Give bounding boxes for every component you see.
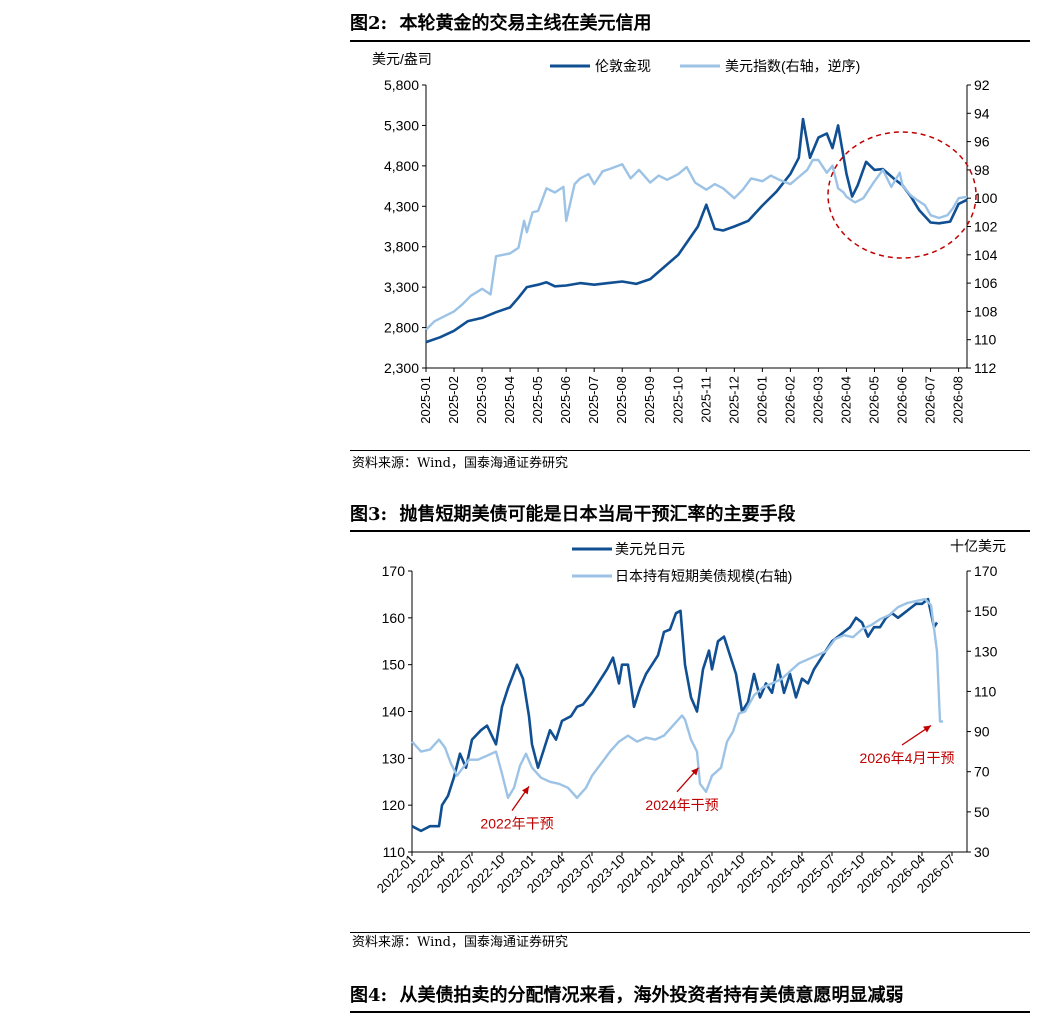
c2-right-tick-label: 50 [974, 804, 990, 820]
c1-x-tick-label: 2025-12 [726, 376, 741, 424]
c2-left-tick-label: 110 [383, 844, 406, 860]
c2-left-tick-label: 120 [382, 797, 406, 813]
c1-right-tick-label: 94 [974, 105, 990, 121]
figure-3-title: 图3: 抛售短期美债可能是日本当局干预汇率的主要手段 [350, 503, 1028, 527]
c1-left-tick-label: 4,800 [384, 158, 419, 174]
c1-left-tick-label: 5,300 [384, 117, 419, 133]
c2-right-tick-label: 70 [974, 764, 990, 780]
c2-left-tick-label: 150 [382, 657, 406, 673]
c2-annotation-arrow-head-0 [522, 786, 529, 795]
c1-x-tick-label: 2025-11 [698, 376, 713, 423]
c1-left-tick-label: 2,800 [384, 320, 419, 336]
c2-annotation-label-1: 2024年干预 [645, 797, 718, 813]
c1-right-tick-label: 98 [974, 162, 990, 178]
figure-4-title-text: 从美债拍卖的分配情况来看，海外投资者持有美债意愿明显减弱 [399, 985, 904, 1006]
c1-x-tick-label: 2025-10 [670, 376, 685, 424]
c1-series-light-line [425, 158, 968, 331]
figure-4-top-rule [350, 1011, 1030, 1013]
c1-x-tick-label: 2026-05 [866, 376, 881, 424]
c2-series-dark-line [411, 597, 939, 833]
c1-left-unit-label: 美元/盎司 [372, 51, 432, 67]
figure-2-label: 图2: [350, 13, 388, 34]
c2-series-light-line [411, 597, 943, 799]
figure-2-title: 图2: 本轮黄金的交易主线在美元信用 [350, 12, 1028, 36]
c1-left-tick-label: 5,800 [384, 77, 419, 93]
c2-left-tick-label: 170 [382, 563, 406, 579]
c2-left-tick-label: 130 [382, 750, 406, 766]
c1-right-tick-label: 92 [974, 77, 990, 93]
figure-4-title: 图4: 从美债拍卖的分配情况来看，海外投资者持有美债意愿明显减弱 [350, 984, 1028, 1008]
c2-annotation-label-0: 2022年干预 [480, 816, 553, 832]
c2-legend-label-0: 美元兑日元 [615, 541, 685, 557]
c1-right-tick-label: 112 [974, 360, 997, 376]
c2-right-tick-label: 150 [974, 603, 998, 619]
c2-right-tick-label: 90 [974, 724, 990, 740]
c1-x-tick-label: 2025-07 [586, 376, 601, 424]
figure-2-bottom-rule [350, 450, 1030, 451]
c1-x-tick-label: 2026-04 [838, 376, 853, 424]
c1-legend-label-0: 伦敦金现 [595, 58, 651, 74]
c1-x-tick-label: 2025-06 [558, 376, 573, 424]
c1-legend-label-1: 美元指数(右轴，逆序) [725, 58, 860, 74]
c2-left-tick-label: 160 [382, 610, 406, 626]
gold-vs-dollar-chart: 2,300 2,800 3,300 3,800 4,300 4,800 5,300 5,800… [372, 51, 998, 424]
figure-2-title-text: 本轮黄金的交易主线在美元信用 [399, 13, 652, 34]
c1-x-tick-label: 2026-02 [782, 376, 797, 424]
c1-x-tick-label: 2026-01 [754, 376, 769, 424]
c2-annotation-arrow-head-1 [691, 767, 699, 776]
c1-right-tick-label: 104 [974, 247, 998, 263]
c1-right-tick-label: 110 [974, 332, 997, 348]
figure-3-bottom-rule [350, 932, 1030, 933]
c1-right-tick-label: 108 [974, 303, 998, 319]
c2-right-tick-label: 30 [974, 844, 990, 860]
c1-highlight-circle [827, 131, 977, 259]
c1-right-tick-label: 102 [974, 219, 998, 235]
c1-x-tick-label: 2025-03 [474, 376, 489, 424]
c1-x-tick-label: 2026-08 [951, 376, 966, 424]
figure-3-top-rule [350, 530, 1030, 532]
usdjpy-vs-japan-tbill-chart: 110 120 130 140 150 160 170 30 50 70 90 110 130 150 17… [374, 538, 1006, 896]
c1-left-tick-label: 3,300 [384, 279, 419, 295]
c1-x-tick-label: 2025-02 [446, 376, 461, 424]
c2-right-unit-label: 十亿美元 [950, 538, 1006, 554]
c1-x-tick-label: 2025-04 [502, 376, 517, 424]
c1-left-tick-label: 3,800 [384, 239, 419, 255]
c1-x-tick-label: 2026-07 [923, 376, 938, 424]
c1-series-dark-line [425, 117, 968, 344]
c1-x-tick-label: 2026-06 [895, 376, 910, 424]
c2-left-tick-label: 140 [382, 704, 406, 720]
c1-right-tick-label: 100 [974, 190, 998, 206]
c1-x-tick-label: 2025-05 [530, 376, 545, 424]
c2-right-tick-label: 130 [974, 643, 998, 659]
c1-left-tick-label: 4,300 [384, 198, 419, 214]
c2-annotation-label-2: 2026年4月干预 [860, 750, 955, 766]
c1-right-tick-label: 96 [974, 134, 990, 150]
figure-2-top-rule [350, 40, 1030, 42]
figure-3-title-text: 抛售短期美债可能是日本当局干预汇率的主要手段 [399, 504, 796, 525]
c1-left-tick-label: 2,300 [384, 360, 419, 376]
figure-4-label: 图4: [350, 985, 388, 1006]
c2-right-tick-label: 110 [974, 683, 997, 699]
c1-x-tick-label: 2025-08 [614, 376, 629, 424]
c2-legend-label-1: 日本持有短期美债规模(右轴) [615, 568, 792, 584]
c2-right-tick-label: 170 [974, 563, 998, 579]
figure-2-source: 资料来源：Wind，国泰海通证券研究 [352, 456, 568, 471]
c2-annotation-arrow-head-2 [923, 725, 931, 733]
c1-x-tick-label: 2026-03 [810, 376, 825, 424]
c1-x-tick-label: 2025-01 [418, 376, 433, 424]
figure-3-source: 资料来源：Wind，国泰海通证券研究 [352, 935, 568, 950]
c1-x-tick-label: 2025-09 [642, 376, 657, 424]
c1-right-tick-label: 106 [974, 275, 998, 291]
figure-3-label: 图3: [350, 504, 388, 525]
